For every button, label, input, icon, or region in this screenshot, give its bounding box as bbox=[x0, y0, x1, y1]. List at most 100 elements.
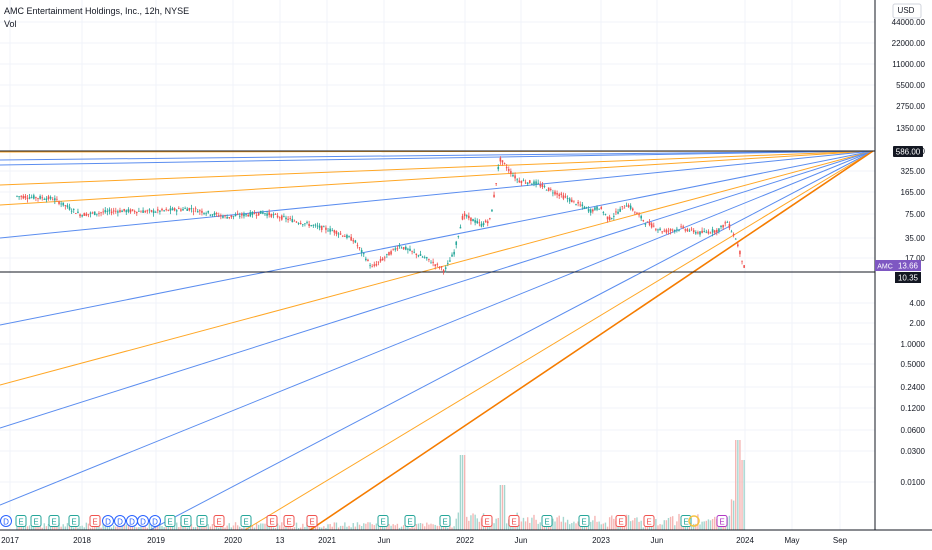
candle-body bbox=[461, 216, 464, 220]
earnings-marker-label: E bbox=[646, 518, 651, 527]
volume-bar bbox=[56, 525, 58, 530]
candle-body bbox=[318, 225, 321, 228]
volume-bar bbox=[518, 524, 520, 530]
price-tick-label: 2750.00 bbox=[896, 102, 925, 111]
candle-body bbox=[215, 213, 218, 214]
volume-bar bbox=[165, 526, 167, 530]
volume-bar bbox=[741, 460, 743, 530]
volume-bar bbox=[148, 523, 151, 530]
candle-body bbox=[486, 221, 489, 224]
candle-body bbox=[528, 180, 531, 184]
candle-body bbox=[438, 266, 441, 268]
volume-bar bbox=[600, 524, 602, 530]
candle-body bbox=[667, 230, 670, 232]
candle-body bbox=[455, 241, 458, 245]
candle-body bbox=[262, 212, 264, 214]
earnings-marker bbox=[213, 515, 225, 527]
candle-body bbox=[64, 205, 67, 207]
candle-body bbox=[470, 217, 472, 221]
candle-body bbox=[598, 208, 600, 210]
earnings-marker-label: E bbox=[442, 518, 447, 527]
volume-bar bbox=[461, 455, 464, 530]
candle-body bbox=[194, 208, 197, 210]
fan-line bbox=[0, 150, 874, 206]
candle-body bbox=[333, 230, 336, 233]
fan-line bbox=[244, 150, 874, 531]
time-tick-label: 2023 bbox=[592, 536, 610, 545]
volume-bar bbox=[390, 525, 392, 530]
price-tick-label: 4.00 bbox=[909, 299, 925, 308]
volume-bar bbox=[232, 525, 235, 530]
volume-bar bbox=[152, 527, 155, 530]
candle-body bbox=[310, 225, 313, 227]
volume-bar bbox=[91, 527, 94, 530]
candle-body bbox=[280, 215, 283, 220]
volume-bar bbox=[289, 526, 291, 530]
candle-body bbox=[400, 247, 403, 249]
volume-bar bbox=[178, 527, 180, 530]
volume-bar bbox=[18, 526, 20, 530]
volume-bar bbox=[112, 525, 115, 530]
volume-bar bbox=[108, 525, 111, 530]
dividend-marker-label: D bbox=[3, 518, 9, 527]
candle-body bbox=[737, 244, 739, 247]
candle-body bbox=[383, 257, 386, 259]
candle-body bbox=[472, 219, 474, 222]
candle-body bbox=[228, 217, 231, 218]
candle-body bbox=[249, 212, 252, 217]
candle-body bbox=[268, 212, 270, 216]
candle-body bbox=[457, 236, 460, 237]
level-badge-586 bbox=[893, 146, 923, 157]
candle-body bbox=[428, 258, 430, 260]
volume-bar bbox=[64, 526, 67, 530]
fan-line bbox=[0, 150, 874, 506]
candle-body bbox=[85, 213, 88, 216]
candle-body bbox=[600, 207, 603, 209]
candle-body bbox=[131, 209, 134, 211]
volume-bar bbox=[125, 524, 127, 530]
candle-body bbox=[631, 208, 634, 211]
candle-body bbox=[499, 157, 502, 162]
volume-bar bbox=[430, 523, 432, 530]
volume-bar bbox=[577, 521, 579, 530]
volume-bar bbox=[87, 523, 90, 530]
candle-body bbox=[196, 211, 199, 213]
candle-body bbox=[331, 230, 334, 232]
candle-body bbox=[690, 228, 693, 230]
price-tick-label: 165.00 bbox=[901, 188, 926, 197]
earnings-marker bbox=[89, 515, 101, 527]
candle-body bbox=[222, 216, 224, 218]
volume-bar bbox=[77, 527, 79, 530]
volume-bar bbox=[539, 522, 541, 530]
earnings-marker bbox=[481, 515, 493, 527]
candle-body bbox=[585, 207, 588, 208]
candle-body bbox=[49, 196, 52, 199]
candle-body bbox=[541, 184, 544, 187]
earnings-marker-label: E bbox=[309, 518, 314, 527]
volume-bar bbox=[445, 525, 447, 530]
candle-body bbox=[110, 211, 113, 214]
volume-bar bbox=[556, 517, 558, 530]
volume-bar bbox=[39, 524, 41, 530]
candle-body bbox=[741, 260, 743, 262]
earnings-marker-label: E bbox=[18, 518, 23, 527]
volume-bar bbox=[323, 526, 325, 530]
volume-bar bbox=[354, 526, 357, 530]
candle-body bbox=[375, 263, 378, 266]
dividend-marker-label: D bbox=[140, 518, 146, 527]
volume-bar bbox=[62, 524, 64, 530]
volume-bar bbox=[356, 522, 359, 530]
volume-bar bbox=[373, 525, 375, 530]
volume-bar bbox=[209, 526, 212, 530]
earnings-marker-label: E bbox=[511, 518, 516, 527]
volume-bar bbox=[115, 526, 117, 530]
candle-body bbox=[89, 212, 92, 214]
candle-body bbox=[302, 224, 304, 226]
volume-bar bbox=[594, 515, 596, 530]
volume-bar bbox=[142, 524, 144, 530]
volume-bar bbox=[463, 455, 466, 530]
candle-body bbox=[350, 236, 352, 241]
candle-body bbox=[154, 211, 157, 213]
volume-bar bbox=[33, 526, 35, 530]
